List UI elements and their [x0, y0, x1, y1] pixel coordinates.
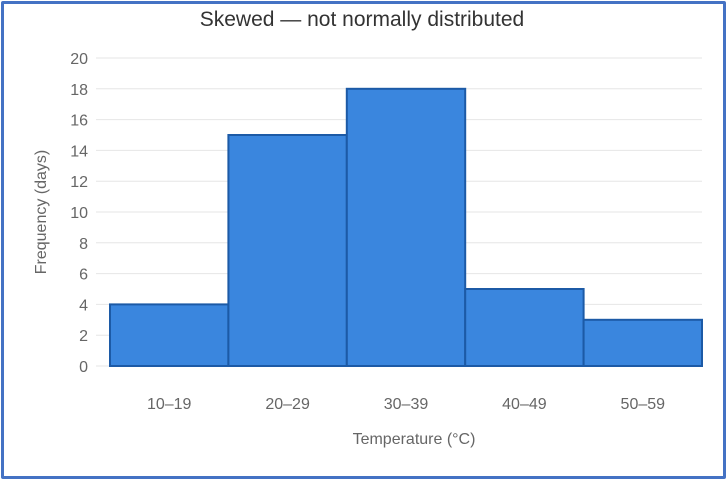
bar-4: [582, 318, 703, 367]
bar-1: [227, 134, 348, 367]
bar-0: [109, 303, 230, 367]
x-tick-label: 20–29: [265, 396, 310, 413]
x-tick-label: 50–59: [621, 396, 666, 413]
y-tick-label: 0: [79, 359, 88, 376]
y-tick-label: 2: [79, 328, 88, 345]
y-tick-label: 14: [70, 143, 88, 160]
y-axis-ticks: 0 2 4 6 8 10 12 14 16 18 20: [70, 51, 88, 376]
x-tick-label: 30–39: [384, 396, 429, 413]
y-tick-label: 10: [70, 205, 88, 222]
y-axis-label: Frequency (days): [33, 150, 50, 275]
x-tick-label: 40–49: [502, 396, 547, 413]
y-tick-label: 20: [70, 51, 88, 68]
bars: [109, 87, 703, 368]
x-axis-label: Temperature (°C): [353, 431, 476, 448]
y-tick-label: 16: [70, 113, 88, 130]
chart-title: Skewed — not normally distributed: [200, 8, 525, 31]
y-tick-label: 12: [70, 174, 88, 191]
y-tick-label: 8: [79, 236, 88, 253]
bar-2: [345, 87, 467, 368]
y-tick-label: 6: [79, 267, 88, 284]
y-tick-label: 4: [79, 297, 88, 314]
bar-3: [464, 288, 585, 367]
x-tick-label: 10–19: [147, 396, 192, 413]
y-tick-label: 18: [70, 82, 88, 99]
x-axis-ticks: 10–19 20–29 30–39 40–49 50–59: [147, 396, 665, 413]
